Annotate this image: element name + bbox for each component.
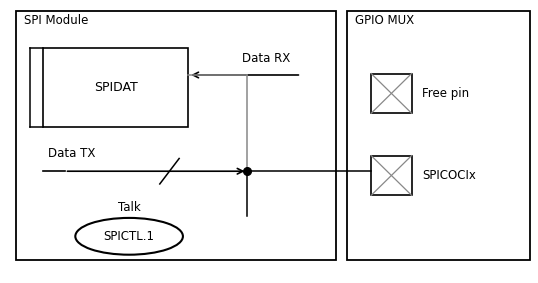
Bar xyxy=(16,11,336,260)
Bar xyxy=(371,156,412,195)
Bar xyxy=(43,48,188,127)
Text: Talk: Talk xyxy=(118,201,140,214)
Text: SPIDAT: SPIDAT xyxy=(94,81,138,94)
Text: SPICOCIx: SPICOCIx xyxy=(422,169,476,182)
Text: Data RX: Data RX xyxy=(242,52,291,65)
Text: GPIO MUX: GPIO MUX xyxy=(355,14,414,27)
Bar xyxy=(347,11,530,260)
Text: Data TX: Data TX xyxy=(48,147,96,160)
Text: Free pin: Free pin xyxy=(422,87,470,100)
Text: SPICTL.1: SPICTL.1 xyxy=(104,230,154,243)
Bar xyxy=(371,74,412,113)
Text: SPI Module: SPI Module xyxy=(24,14,89,27)
